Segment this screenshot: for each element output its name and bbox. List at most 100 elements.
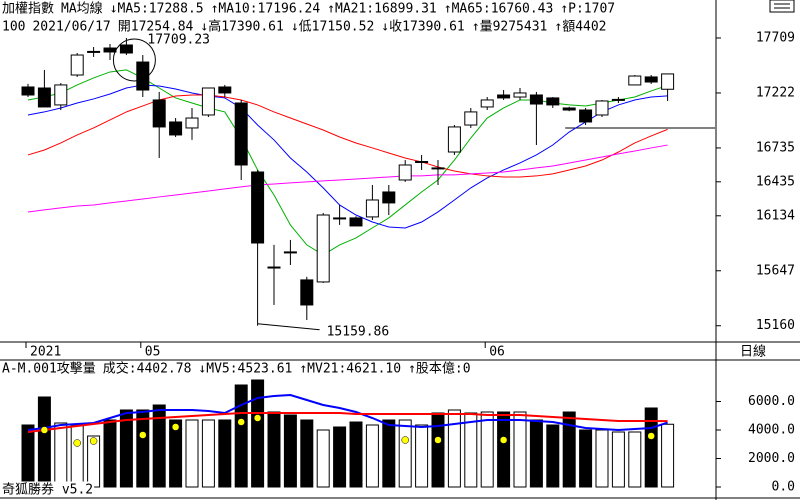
candle-body	[234, 102, 248, 166]
volume-bar	[398, 419, 412, 488]
candle-body	[251, 171, 265, 244]
volume-bar	[37, 396, 51, 488]
candle-body	[283, 251, 297, 254]
candle-body	[365, 199, 379, 218]
volume-bar	[300, 419, 314, 488]
header-label: 2021/06/17	[32, 20, 110, 35]
volume-bar	[119, 409, 133, 488]
x-tick-label: 05	[145, 345, 161, 360]
y-tick-label: 16735	[756, 140, 795, 155]
volume-bar	[234, 384, 248, 488]
volume-dot	[139, 431, 147, 439]
header-label: 加權指數	[2, 2, 54, 17]
volume-bar	[546, 424, 560, 488]
header-label: ↑量9275431	[472, 20, 548, 35]
candle-body	[398, 164, 412, 181]
volume-bar	[644, 407, 658, 488]
volume-bar	[201, 419, 215, 488]
header-label: A-M.001攻擊量	[2, 361, 96, 377]
volume-bar	[152, 404, 166, 488]
candle-body	[382, 191, 396, 204]
candle-body	[529, 94, 543, 105]
candle-body	[661, 73, 675, 90]
candle-body	[349, 217, 363, 227]
mv-line	[27, 393, 668, 432]
candle-body	[201, 87, 215, 116]
volume-bar	[611, 431, 625, 488]
candle-body	[136, 61, 150, 91]
y-tick-label: 15160	[756, 318, 795, 333]
volume-bar	[349, 421, 363, 488]
volume-bar	[595, 429, 609, 488]
y-tick-label: 0.0	[772, 479, 795, 494]
volume-dot	[89, 437, 98, 445]
header-label: 100	[2, 20, 25, 35]
volume-bar	[251, 379, 265, 488]
candle-body	[87, 50, 101, 53]
volume-dot	[253, 414, 262, 422]
candle-body	[152, 99, 166, 128]
header-label: ↑MA21:16899.31	[327, 2, 437, 17]
volume-bar	[333, 426, 347, 488]
ma-line	[27, 84, 668, 229]
volume-bar	[431, 412, 445, 488]
candle-body	[562, 107, 576, 111]
volume-bar	[382, 419, 396, 488]
y-tick-label: 16435	[756, 174, 795, 189]
volume-bar	[562, 411, 576, 488]
volume-bar	[579, 429, 593, 488]
header-label: 成交:4402.78	[103, 361, 192, 377]
candle-body	[497, 94, 511, 99]
candle-body	[267, 266, 281, 269]
candle-body	[415, 160, 429, 163]
volume-dot	[434, 436, 442, 444]
header-label: ↑MA10:17196.24	[211, 2, 321, 17]
y-tick-label: 17709	[756, 30, 795, 45]
footer-label: 奇狐勝券 v5.2	[2, 482, 93, 498]
ma-line	[27, 144, 668, 213]
header-label: ↓收17390.61	[381, 20, 464, 35]
x-tick-label: 2021	[30, 345, 61, 360]
volume-bar	[513, 411, 527, 488]
candle-body	[21, 86, 35, 96]
candle-body	[70, 54, 84, 76]
candle-body	[300, 279, 314, 306]
volume-bar	[529, 419, 543, 488]
volume-dot	[647, 432, 655, 440]
volume-panel	[21, 379, 675, 488]
candle-body	[119, 44, 133, 54]
candle-body	[37, 87, 51, 108]
volume-bar	[103, 419, 117, 488]
volume-bar	[70, 424, 84, 488]
volume-dot	[237, 418, 245, 426]
header-label: MA均線	[61, 1, 103, 17]
x-tick-label: 06	[489, 345, 505, 360]
window-icon[interactable]	[769, 0, 795, 13]
header-label: ↑MA65:16760.43	[444, 2, 554, 17]
volume-bar	[497, 411, 511, 488]
volume-bar	[283, 414, 297, 488]
period-label: 日線	[740, 344, 766, 360]
ma-line	[27, 94, 668, 178]
volume-dot	[73, 439, 81, 447]
volume-dot	[171, 423, 180, 431]
candle-body	[513, 92, 527, 98]
volume-bar	[464, 412, 478, 488]
volume-dot	[40, 426, 49, 434]
volume-bar	[661, 423, 675, 488]
volume-bar	[365, 424, 379, 488]
y-tick-label: 6000.0	[748, 394, 795, 409]
candle-body	[103, 47, 117, 53]
candle-body	[447, 126, 461, 153]
header-label: ↓MA5:17288.5	[110, 2, 204, 17]
header-label: ↑額4402	[554, 20, 606, 35]
y-tick-label: 4000.0	[748, 422, 795, 437]
candle-body	[628, 75, 642, 86]
ma-line	[27, 69, 668, 256]
candle-body	[464, 111, 478, 126]
volume-bar	[267, 411, 281, 488]
mv-line	[27, 411, 668, 433]
volume-bar	[136, 409, 150, 488]
